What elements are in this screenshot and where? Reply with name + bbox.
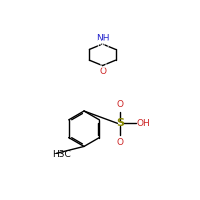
Text: O: O	[117, 100, 124, 109]
Text: O: O	[117, 138, 124, 147]
Text: H3C: H3C	[52, 150, 71, 159]
Text: O: O	[99, 67, 106, 76]
Text: NH: NH	[96, 34, 109, 43]
Text: OH: OH	[136, 119, 150, 128]
Text: NH: NH	[96, 40, 109, 49]
Text: S: S	[116, 118, 124, 128]
Text: O: O	[99, 61, 106, 70]
